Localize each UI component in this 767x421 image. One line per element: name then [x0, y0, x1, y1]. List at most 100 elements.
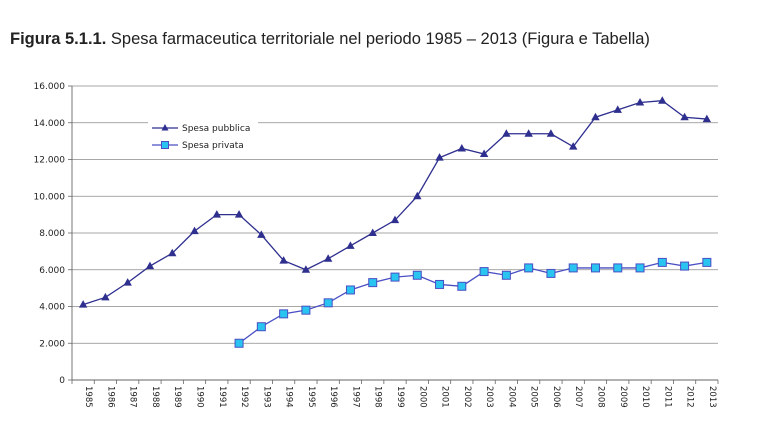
data-point — [524, 263, 534, 273]
x-tick-label: 2005 — [529, 386, 539, 408]
y-tick-label: 8.000 — [39, 229, 65, 239]
x-tick-label: 2003 — [484, 386, 494, 408]
data-point — [546, 129, 556, 137]
data-point — [256, 322, 266, 332]
legend-box — [148, 118, 258, 156]
data-point — [568, 263, 578, 273]
x-tick-label: 2006 — [551, 386, 561, 408]
x-tick-label: 1989 — [172, 386, 182, 408]
x-tick-label: 1992 — [239, 386, 249, 408]
figure-number: Figura 5.1.1. — [10, 30, 107, 48]
x-tick-label: 1998 — [373, 386, 383, 408]
data-point — [457, 143, 467, 152]
data-point — [212, 210, 221, 218]
x-axis-ticks: 1985 1986 1987 1988 1989 1990 1991 1992 1993 1994… — [83, 386, 717, 408]
chart-title: Figura 5.1.1. Spesa farmaceutica territo… — [10, 30, 650, 49]
data-point — [345, 285, 355, 295]
series-spesa-pubblica — [78, 96, 712, 308]
data-point — [190, 226, 199, 235]
x-tick-label: 1987 — [128, 386, 138, 408]
legend-label: Spesa privata — [182, 141, 244, 151]
y-tick-label: 16.000 — [34, 82, 66, 92]
data-point — [323, 298, 333, 308]
data-point — [368, 228, 377, 236]
data-point — [569, 142, 578, 150]
x-tick-label: 2007 — [573, 386, 583, 408]
data-point — [635, 263, 645, 273]
x-tick-label: 2004 — [506, 386, 516, 408]
data-point — [680, 112, 689, 121]
data-point — [279, 309, 289, 319]
x-tick-label: 1995 — [306, 386, 316, 408]
y-axis-ticks: 0 2.000 4.000 6.000 8.000 10.000 12.000 14.000 1… — [34, 82, 66, 386]
x-tick-label: 1988 — [150, 386, 160, 408]
x-tick-label: 2009 — [618, 386, 628, 408]
data-point — [368, 278, 378, 288]
x-tick-label: 1991 — [217, 386, 227, 408]
axes — [68, 85, 719, 384]
data-point — [591, 112, 600, 121]
data-point — [413, 191, 422, 200]
x-tick-label: 1993 — [261, 386, 271, 408]
x-tick-label: 2013 — [707, 386, 717, 408]
x-tick-label: 1986 — [105, 386, 115, 408]
y-tick-label: 14.000 — [34, 119, 66, 129]
data-point — [412, 270, 422, 280]
data-point — [435, 153, 444, 161]
legend-marker — [161, 124, 169, 131]
data-point — [524, 129, 533, 137]
data-point — [546, 268, 556, 278]
x-tick-label: 2010 — [640, 386, 650, 408]
series-spesa-privata — [234, 257, 712, 348]
data-point — [657, 257, 667, 267]
series-group — [78, 96, 712, 348]
y-tick-label: 2.000 — [39, 339, 65, 349]
data-point — [301, 305, 311, 315]
data-point — [680, 261, 690, 271]
x-tick-label: 1996 — [328, 386, 338, 408]
data-point — [346, 241, 355, 249]
x-tick-label: 1990 — [195, 386, 205, 408]
data-point — [613, 263, 623, 273]
x-tick-label: 1997 — [350, 386, 360, 408]
data-point — [390, 215, 400, 224]
data-point — [501, 270, 511, 280]
series-line — [238, 261, 707, 344]
data-point — [390, 272, 400, 282]
x-tick-label: 2000 — [417, 386, 427, 408]
x-tick-label: 2002 — [462, 386, 472, 408]
legend: Spesa pubblica Spesa privata — [148, 118, 258, 156]
data-point — [502, 129, 511, 137]
legend-item: Spesa privata — [152, 141, 244, 151]
data-point — [435, 279, 445, 289]
x-tick-label: 1985 — [83, 386, 93, 408]
x-tick-label: 2011 — [662, 386, 672, 408]
y-tick-label: 10.000 — [34, 192, 66, 202]
data-point — [257, 230, 266, 238]
x-tick-label: 2008 — [595, 386, 605, 408]
data-point — [168, 248, 177, 257]
data-point — [78, 300, 88, 308]
data-point — [101, 292, 110, 301]
data-point — [635, 98, 645, 106]
data-point — [702, 257, 712, 267]
data-point — [123, 278, 132, 286]
data-point — [479, 149, 489, 157]
data-point — [457, 281, 467, 291]
y-tick-label: 12.000 — [34, 156, 66, 166]
data-point — [323, 254, 333, 262]
data-point — [301, 265, 311, 273]
data-point — [234, 338, 244, 348]
x-tick-label: 1999 — [395, 386, 405, 408]
legend-item: Spesa pubblica — [152, 124, 250, 134]
grid — [72, 85, 718, 344]
y-tick-label: 0 — [59, 376, 65, 386]
figure-caption: Spesa farmaceutica territoriale nel peri… — [110, 30, 650, 48]
y-tick-label: 4.000 — [39, 303, 65, 313]
data-point — [234, 210, 244, 218]
data-point — [613, 105, 622, 113]
data-point — [479, 267, 489, 277]
x-tick-label: 2012 — [685, 386, 695, 408]
data-point — [279, 256, 288, 264]
